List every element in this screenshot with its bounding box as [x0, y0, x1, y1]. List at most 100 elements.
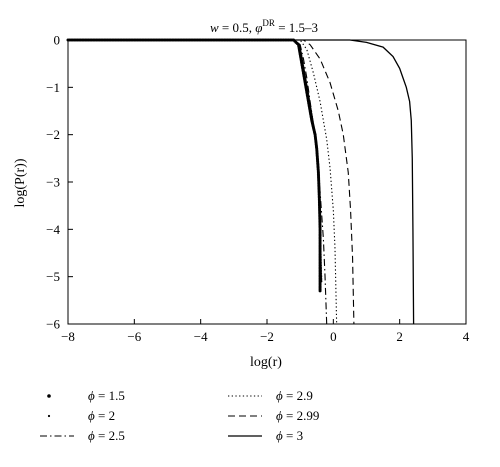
data-point — [319, 261, 322, 264]
legend-item: ϕ = 2.99 — [228, 408, 319, 423]
data-point — [319, 263, 322, 266]
data-point — [320, 277, 323, 280]
data-point — [318, 198, 321, 201]
x-tick-label: −6 — [127, 329, 141, 344]
legend-label: ϕ = 2.99 — [276, 408, 319, 423]
y-axis-label: log(P(r)) — [13, 158, 28, 207]
legend-label: ϕ = 2.9 — [276, 388, 313, 403]
data-point — [299, 50, 302, 53]
data-point — [320, 270, 323, 273]
data-point — [318, 212, 321, 215]
data-point — [319, 258, 322, 261]
data-point — [317, 192, 320, 195]
data-point — [320, 272, 323, 275]
data-point — [319, 255, 322, 258]
data-point — [318, 195, 321, 198]
data-point — [320, 278, 323, 281]
data-point — [319, 245, 322, 248]
data-point — [319, 256, 322, 259]
series-line — [68, 39, 338, 325]
data-point — [302, 67, 305, 70]
data-point — [318, 203, 321, 206]
y-tick-label: −6 — [46, 317, 60, 332]
data-point — [304, 75, 307, 78]
data-point — [304, 80, 307, 83]
data-point — [319, 264, 322, 267]
series-line — [68, 39, 328, 325]
data-point — [319, 240, 322, 243]
data-point — [307, 97, 310, 100]
data-point — [305, 86, 308, 89]
data-point — [305, 83, 308, 86]
x-tick-label: 0 — [330, 329, 337, 344]
data-point — [319, 253, 322, 256]
data-point — [305, 84, 308, 87]
legend-item: ϕ = 2.5 — [40, 428, 125, 443]
data-point — [319, 231, 322, 234]
data-point — [318, 228, 321, 231]
data-point — [316, 169, 319, 172]
title-phi-sup: DR — [262, 18, 275, 28]
x-axis-label: log(r) — [250, 355, 282, 370]
data-point — [305, 81, 308, 84]
data-point — [320, 274, 323, 277]
data-point — [318, 220, 321, 223]
title-w-eq: = 0.5, — [219, 20, 256, 35]
data-point — [307, 92, 310, 95]
legend-item: ϕ = 1.5 — [47, 388, 125, 403]
data-point — [302, 64, 305, 67]
data-point — [318, 222, 321, 225]
plot-area — [66, 38, 415, 325]
data-point — [318, 196, 321, 199]
legend: ϕ = 1.5 ϕ = 2 ϕ = 2.5 ϕ = 2.9 ϕ = 2.99 ϕ = 3 — [40, 388, 319, 443]
legend-marker — [47, 414, 51, 418]
legend-label: ϕ = 1.5 — [88, 388, 125, 403]
data-point — [319, 236, 322, 239]
data-point — [312, 122, 315, 125]
data-point — [319, 242, 322, 245]
data-point — [319, 266, 322, 269]
data-point — [309, 107, 312, 110]
data-point — [318, 193, 321, 196]
data-point — [319, 259, 322, 262]
data-point — [314, 139, 317, 142]
legend-item: ϕ = 2 — [47, 408, 115, 423]
legend-label: ϕ = 3 — [276, 428, 303, 443]
data-point — [318, 204, 321, 207]
data-point — [320, 269, 323, 272]
data-point — [314, 141, 317, 144]
data-point — [299, 51, 302, 54]
y-tick-label: −4 — [46, 222, 60, 237]
data-point — [319, 237, 322, 240]
series-large-dots — [66, 38, 322, 293]
data-point — [320, 275, 323, 278]
data-point — [300, 56, 303, 59]
data-point — [312, 125, 315, 128]
data-point — [307, 94, 310, 97]
legend-label: ϕ = 2.5 — [88, 428, 125, 443]
data-point — [317, 184, 320, 187]
data-point — [317, 190, 320, 193]
data-point — [315, 151, 318, 154]
data-point — [312, 127, 315, 130]
plot-frame — [67, 39, 467, 325]
x-tick-label: 4 — [463, 329, 470, 344]
data-point — [318, 215, 321, 218]
data-point — [320, 280, 323, 283]
data-point — [319, 252, 322, 254]
data-point — [318, 207, 321, 210]
data-point — [318, 217, 321, 220]
title-w-symbol: w — [210, 20, 219, 35]
data-point — [318, 223, 321, 226]
series-dashed — [68, 39, 355, 325]
legend-marker — [47, 394, 51, 398]
data-point — [319, 248, 322, 251]
data-point — [318, 214, 321, 217]
data-point — [318, 206, 321, 209]
data-point — [318, 218, 321, 221]
data-point — [318, 210, 321, 213]
series-line — [68, 39, 415, 325]
legend-item: ϕ = 3 — [228, 428, 303, 443]
series-solid — [68, 39, 415, 325]
